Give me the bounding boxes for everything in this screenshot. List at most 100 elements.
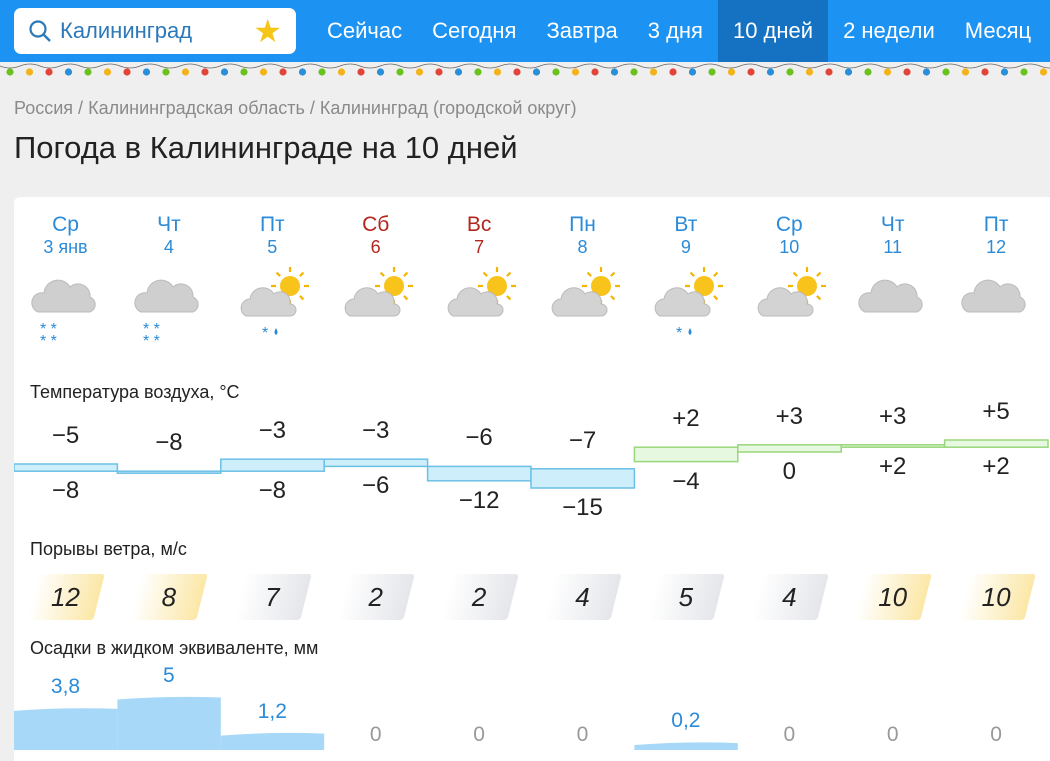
city-search[interactable]: Калининград ★ xyxy=(14,8,296,54)
svg-text:*: * xyxy=(262,325,268,342)
wind-gust-value: 2 xyxy=(368,582,383,612)
precip-value: 0 xyxy=(990,723,1002,746)
precip-bar xyxy=(117,696,221,750)
sun-cloud-icon xyxy=(551,267,620,317)
page-title: Погода в Калининграде на 10 дней xyxy=(14,130,518,165)
temperature-bar xyxy=(426,465,532,482)
day-column[interactable]: Ср 10 xyxy=(738,213,841,359)
svg-text:* *: * * xyxy=(143,321,160,338)
temp-min: −4 xyxy=(672,467,700,495)
temperature-bar xyxy=(530,468,636,489)
wind-gust-value: 5 xyxy=(678,582,694,612)
temp-min: −8 xyxy=(51,477,80,505)
wind-gust-value: 4 xyxy=(782,582,797,612)
precip-value: 1,2 xyxy=(257,699,287,723)
day-column[interactable]: Сб 6 xyxy=(324,213,427,359)
day-of-week: Чт xyxy=(880,213,905,236)
sun-cloud-icon xyxy=(447,267,517,317)
temperature-label: Температура воздуха, °C xyxy=(30,382,240,402)
day-column[interactable]: Ср 3 янв * * * * xyxy=(14,213,117,359)
wind-gust-value: 10 xyxy=(981,582,1011,612)
temperature-bar xyxy=(943,439,1049,448)
precip-value: 0 xyxy=(783,723,796,746)
day-date: 8 xyxy=(577,237,588,257)
day-date: 5 xyxy=(267,237,278,257)
precip-value: 0 xyxy=(886,723,899,746)
temperature-bar xyxy=(633,446,739,463)
precip-bar xyxy=(14,708,118,750)
day-column[interactable]: Пн 8 xyxy=(531,213,634,359)
temp-max: +2 xyxy=(672,405,700,433)
search-input[interactable]: Калининград xyxy=(60,18,193,43)
day-column[interactable]: Вс 7 xyxy=(428,213,531,359)
temp-max: +5 xyxy=(982,398,1010,425)
day-column[interactable]: Чт 4 * * * * xyxy=(117,213,220,359)
temp-max: +3 xyxy=(775,402,803,430)
breadcrumb-item[interactable]: Калининградская область xyxy=(88,98,305,118)
tab-6[interactable]: Месяц xyxy=(964,18,1032,43)
svg-text:* *: * * xyxy=(40,321,57,338)
precip-value: 0,2 xyxy=(671,709,701,733)
sun-cloud-icon xyxy=(757,267,827,317)
temperature-bar xyxy=(737,444,842,453)
breadcrumb-item[interactable]: Россия xyxy=(14,98,74,118)
temp-max: −6 xyxy=(465,424,493,452)
wind-gust-value: 7 xyxy=(265,582,280,612)
temp-min: −8 xyxy=(258,477,286,505)
precip-value: 0 xyxy=(576,723,589,746)
precip-value: 5 xyxy=(163,663,175,687)
day-date: 11 xyxy=(883,237,903,257)
precip-bar xyxy=(634,742,738,750)
star-icon[interactable]: ★ xyxy=(253,13,282,49)
temperature-bar xyxy=(323,458,429,468)
day-date: 10 xyxy=(779,237,800,257)
day-column[interactable]: Пт 5 * xyxy=(221,213,324,359)
forecast-widget: Температура воздуха, °C Порывы ветра, м/… xyxy=(14,197,1050,761)
svg-text:*: * xyxy=(676,325,682,342)
tab-0[interactable]: Сейчас xyxy=(327,18,403,43)
breadcrumb-separator: / xyxy=(309,98,315,118)
precip-value: 0 xyxy=(473,723,485,746)
temp-max: −3 xyxy=(362,417,390,445)
breadcrumb-item[interactable]: Калининград (городской округ) xyxy=(319,98,577,118)
garland-decoration xyxy=(0,63,1050,76)
day-of-week: Чт xyxy=(157,213,181,236)
temp-max: −7 xyxy=(568,426,597,454)
tab-4[interactable]: 10 дней xyxy=(717,0,829,62)
search-icon xyxy=(29,20,51,42)
temp-max: +3 xyxy=(879,402,907,430)
tab-2[interactable]: Завтра xyxy=(546,18,618,43)
svg-text:* *: * * xyxy=(143,333,160,350)
wind-gust-value: 4 xyxy=(575,582,590,612)
wind-gust-value: 2 xyxy=(471,582,487,612)
day-of-week: Пн xyxy=(569,213,596,236)
precip-value: 0 xyxy=(369,723,382,746)
day-of-week: Ср xyxy=(52,213,79,236)
cloud-icon xyxy=(858,279,923,313)
day-date: 7 xyxy=(474,237,485,257)
precip-bar xyxy=(220,732,325,750)
day-date: 3 янв xyxy=(43,237,88,257)
temp-min: 0 xyxy=(782,458,796,485)
day-column[interactable]: Чт 11 xyxy=(841,213,944,359)
wind-label: Порывы ветра, м/с xyxy=(30,539,187,559)
sun-cloud-icon xyxy=(344,267,413,317)
temp-min: −15 xyxy=(562,494,603,521)
day-date: 9 xyxy=(680,237,691,257)
day-of-week: Сб xyxy=(362,213,390,236)
wind-gust-value: 10 xyxy=(878,582,908,612)
tab-5[interactable]: 2 недели xyxy=(843,18,935,43)
temp-max: −5 xyxy=(51,422,80,449)
day-date: 4 xyxy=(163,237,174,257)
wind-gust-value: 12 xyxy=(51,582,80,612)
tab-3[interactable]: 3 дня xyxy=(647,18,703,43)
day-column[interactable]: Пт 12 xyxy=(945,213,1048,359)
cloud-icon xyxy=(961,279,1026,313)
header: Калининград ★ Сейчас Сегодня Завтра 3 дня 10… xyxy=(0,0,1050,62)
precip-label: Осадки в жидком эквиваленте, мм xyxy=(30,638,319,658)
temp-min: +2 xyxy=(879,453,907,481)
day-of-week: Ср xyxy=(775,213,803,236)
day-column[interactable]: Вт 9 * xyxy=(634,213,737,359)
temp-max: −3 xyxy=(258,417,286,445)
tab-1[interactable]: Сегодня xyxy=(432,18,517,43)
